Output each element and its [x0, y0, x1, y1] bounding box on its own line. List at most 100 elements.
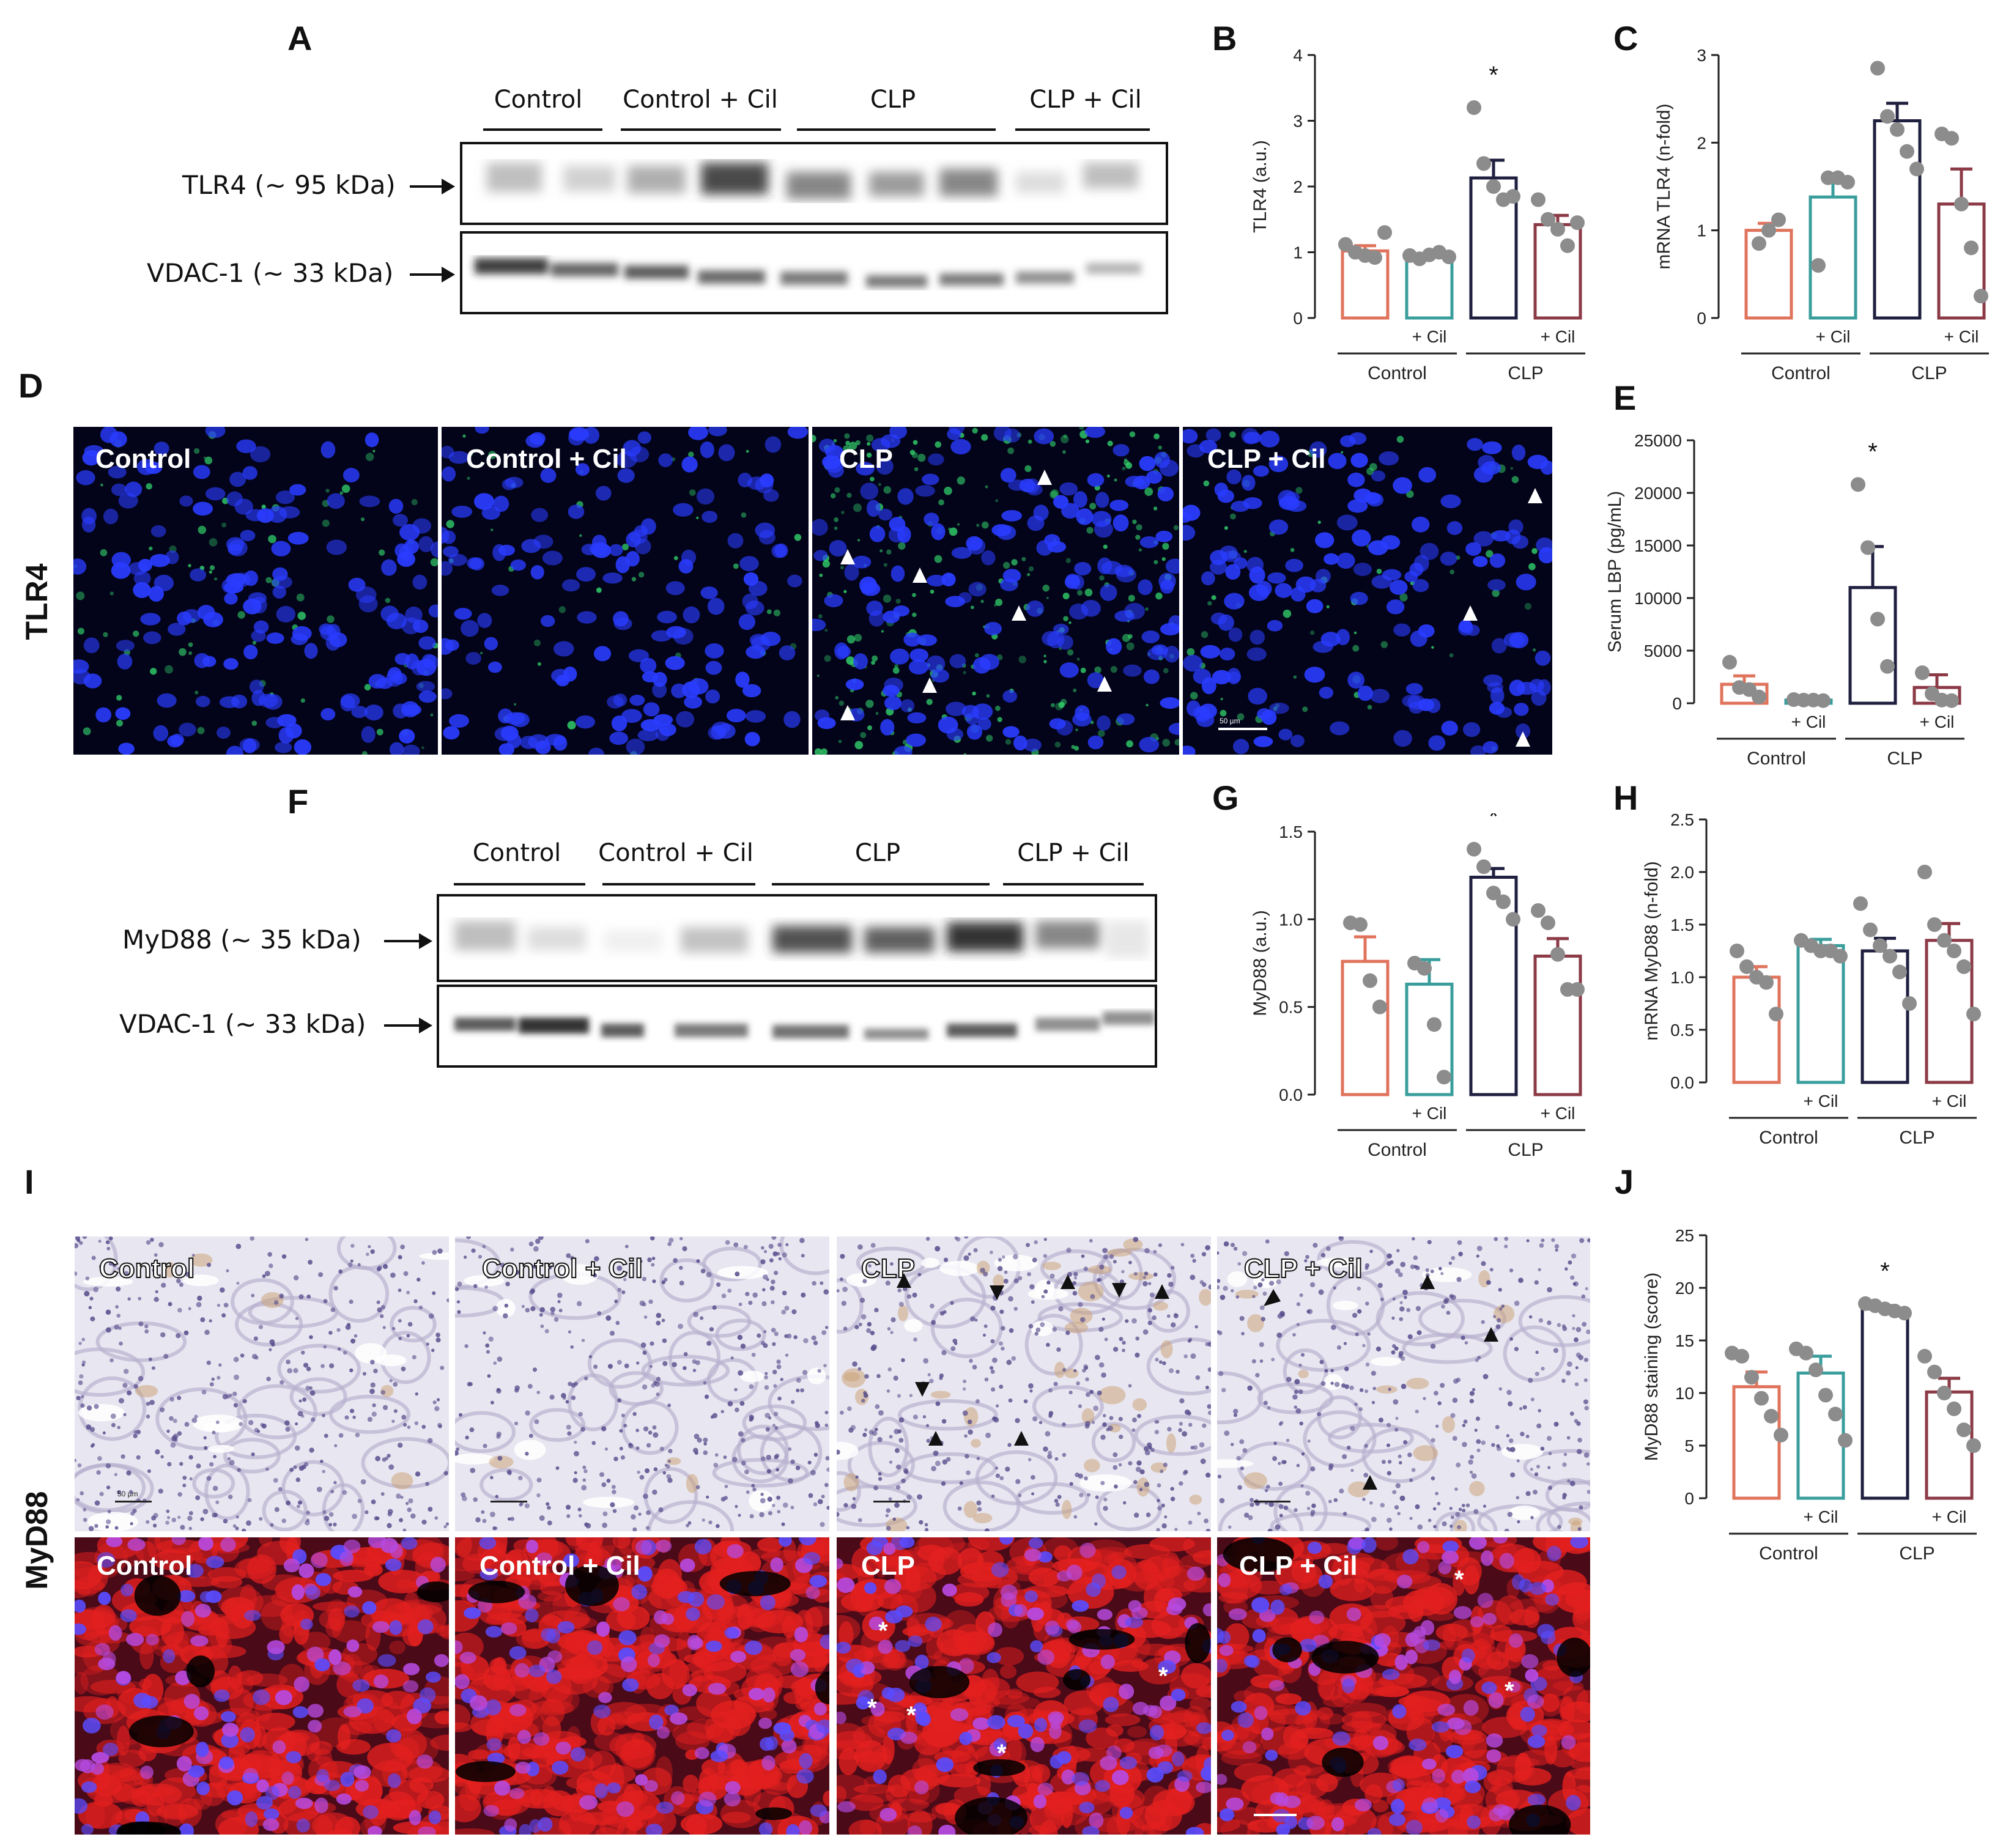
- hematoxylin-nucleus: [377, 1307, 382, 1313]
- brown-stain: [1087, 1265, 1112, 1274]
- nucleus: [890, 648, 909, 665]
- nucleus: [694, 1747, 709, 1759]
- nucleus: [224, 593, 238, 605]
- hematoxylin-nucleus: [727, 1401, 733, 1406]
- nucleus: [500, 1622, 517, 1635]
- nucleus: [915, 1712, 929, 1726]
- nucleus: [705, 689, 720, 704]
- red-stain: [1133, 1559, 1160, 1590]
- hematoxylin-nucleus: [497, 1356, 503, 1362]
- nucleus: [629, 695, 645, 706]
- nucleus: [179, 1823, 194, 1835]
- hematoxylin-nucleus: [1048, 1451, 1052, 1455]
- hematoxylin-nucleus: [653, 1432, 659, 1438]
- nucleus: [742, 684, 761, 698]
- nucleus: [389, 1620, 402, 1635]
- hematoxylin-nucleus: [621, 1413, 625, 1417]
- nucleus: [1511, 445, 1526, 461]
- hematoxylin-nucleus: [1392, 1490, 1397, 1495]
- green-speckle: [1145, 607, 1149, 611]
- nucleus: [655, 726, 670, 741]
- hematoxylin-nucleus: [1320, 1252, 1326, 1258]
- hematoxylin-nucleus: [1539, 1243, 1544, 1248]
- red-stain: [1371, 1686, 1410, 1698]
- green-speckle: [1173, 525, 1179, 531]
- nucleus: [670, 1712, 688, 1725]
- hematoxylin-nucleus: [1540, 1446, 1545, 1451]
- hematoxylin-nucleus: [708, 1520, 713, 1525]
- hematoxylin-nucleus: [1440, 1272, 1444, 1276]
- hematoxylin-nucleus: [765, 1372, 768, 1375]
- hematoxylin-nucleus: [227, 1457, 231, 1461]
- nucleus: [1125, 1616, 1144, 1628]
- nucleus: [1243, 432, 1262, 444]
- hematoxylin-nucleus: [322, 1413, 325, 1417]
- nucleus: [431, 541, 438, 558]
- nucleus: [461, 619, 479, 637]
- nucleus: [743, 572, 759, 586]
- hematoxylin-nucleus: [459, 1413, 463, 1417]
- green-speckle: [1162, 542, 1169, 550]
- nucleus: [108, 465, 127, 479]
- hematoxylin-nucleus: [796, 1388, 800, 1392]
- blot-f-group-line: [454, 883, 585, 885]
- hematoxylin-nucleus: [1499, 1307, 1503, 1310]
- nucleus: [344, 1605, 360, 1618]
- red-stain: [837, 1786, 846, 1803]
- panel-d-image-clp-cil: CLP + Cil 50 µm: [1183, 427, 1552, 755]
- green-speckle: [846, 656, 855, 665]
- hematoxylin-nucleus: [1534, 1280, 1539, 1285]
- hematoxylin-nucleus: [1142, 1276, 1146, 1279]
- hematoxylin-nucleus: [557, 1292, 563, 1298]
- nucleus: [1119, 1756, 1138, 1770]
- hematoxylin-nucleus: [941, 1481, 946, 1486]
- panel-label-j: J: [1615, 1162, 1634, 1201]
- hematoxylin-nucleus: [1407, 1452, 1412, 1457]
- hematoxylin-nucleus: [1561, 1378, 1566, 1383]
- hematoxylin-nucleus: [486, 1274, 491, 1279]
- nucleus: [190, 568, 207, 582]
- hematoxylin-nucleus: [75, 1271, 78, 1276]
- green-speckle: [949, 527, 958, 536]
- hematoxylin-nucleus: [1135, 1466, 1141, 1473]
- nucleus: [1072, 1772, 1089, 1786]
- green-speckle: [881, 630, 884, 633]
- nucleus: [411, 660, 427, 676]
- nucleus: [860, 482, 879, 500]
- hematoxylin-nucleus: [1278, 1422, 1283, 1426]
- asterisk-marker: *: [997, 1740, 1007, 1767]
- hematoxylin-nucleus: [991, 1357, 998, 1363]
- hematoxylin-nucleus: [820, 1521, 825, 1528]
- nucleus: [724, 1792, 741, 1807]
- hematoxylin-nucleus: [1457, 1240, 1462, 1245]
- hematoxylin-nucleus: [546, 1502, 550, 1506]
- nucleus: [526, 1539, 539, 1553]
- lumen: [815, 1671, 829, 1705]
- hematoxylin-nucleus: [1380, 1297, 1384, 1301]
- hematoxylin-nucleus: [1268, 1501, 1274, 1507]
- hematoxylin-nucleus: [741, 1460, 746, 1466]
- hematoxylin-nucleus: [1561, 1324, 1566, 1328]
- nucleus: [889, 427, 907, 439]
- hematoxylin-nucleus: [1204, 1518, 1209, 1524]
- hematoxylin-nucleus: [1469, 1470, 1473, 1474]
- hematoxylin-nucleus: [1399, 1301, 1403, 1304]
- hematoxylin-nucleus: [519, 1502, 523, 1507]
- hematoxylin-nucleus: [497, 1455, 503, 1461]
- nucleus: [991, 1562, 1009, 1578]
- red-stain: [1193, 1550, 1211, 1565]
- hematoxylin-nucleus: [481, 1510, 485, 1514]
- tubule-outline: [1518, 1295, 1590, 1347]
- nucleus: [1278, 728, 1293, 741]
- hematoxylin-nucleus: [1520, 1432, 1525, 1436]
- green-speckle: [300, 698, 305, 703]
- hematoxylin-nucleus: [535, 1238, 541, 1244]
- hematoxylin-nucleus: [78, 1380, 83, 1386]
- hematoxylin-nucleus: [212, 1485, 218, 1491]
- nucleus: [1253, 736, 1273, 747]
- nucleus: [294, 1676, 310, 1692]
- hematoxylin-nucleus: [1583, 1358, 1588, 1362]
- hematoxylin-nucleus: [1276, 1332, 1283, 1338]
- hematoxylin-nucleus: [773, 1384, 777, 1388]
- hematoxylin-nucleus: [261, 1423, 267, 1429]
